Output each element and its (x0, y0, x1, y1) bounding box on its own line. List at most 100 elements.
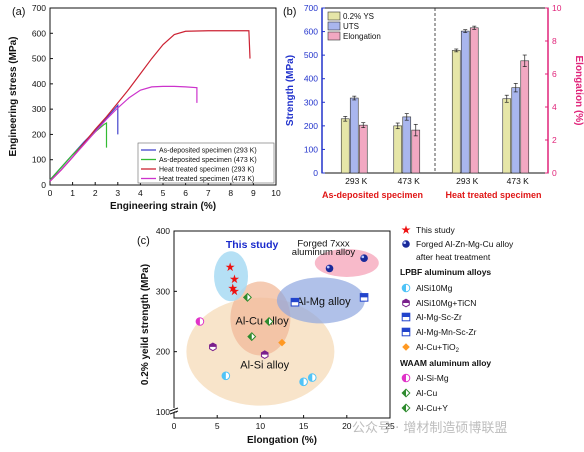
legend-a (137, 142, 275, 184)
circle-half (402, 284, 406, 292)
marker-half-circle (299, 377, 308, 387)
bar (511, 87, 521, 174)
bar (520, 60, 530, 174)
panel-label-c: (c) (137, 235, 150, 247)
marker-star (228, 283, 238, 293)
y2-tick-label: 0 (552, 168, 557, 178)
legend-entry: Al-Cu+Y (416, 403, 448, 413)
legend-entry: after heat treatment (416, 252, 491, 262)
region-al-cu (230, 281, 291, 356)
region-label: Al-Cu alloy (236, 316, 290, 328)
y-tick-label: 0 (313, 168, 318, 178)
x-tick-label: 5 (161, 188, 166, 198)
legend-entry: UTS (343, 22, 359, 31)
legend-entry: This study (416, 225, 455, 235)
y-tick-label: 500 (304, 50, 318, 60)
marker-half-diamond (401, 403, 411, 413)
region-label: Al-Si alloy (240, 360, 289, 372)
marker-star (229, 274, 240, 284)
y-tick-label: 300 (32, 104, 46, 114)
marker-ball (325, 264, 334, 273)
y-tick-label: 700 (304, 3, 318, 13)
diamond-half (265, 317, 270, 326)
group-label: Heat treated specimen (445, 190, 541, 200)
x-tick-label: 5 (215, 421, 220, 431)
legend-swatch (327, 21, 341, 31)
x-axis-label: Engineering strain (%) (110, 201, 216, 212)
legend-swatch (327, 31, 341, 41)
region-al-mg (276, 277, 365, 324)
panel-label-a: (a) (12, 6, 25, 18)
group-label: As-deposited specimen (322, 190, 423, 200)
diamond-half (402, 404, 406, 412)
legend-entry: AlSi10Mg (416, 283, 453, 293)
x-tick-label: 10 (271, 188, 281, 198)
ball-marker (402, 240, 410, 248)
y-tick-label: 100 (156, 407, 170, 417)
x-tick-label: 7 (206, 188, 211, 198)
marker-star (229, 286, 240, 296)
y-tick-label: 300 (156, 286, 170, 296)
series-line (49, 85, 198, 182)
marker-half-circle (307, 373, 317, 382)
y2-tick-label: 10 (552, 3, 562, 13)
bar (460, 30, 470, 174)
marker-half-circle (195, 317, 205, 326)
y-tick-label: 400 (156, 226, 170, 236)
star-marker (228, 283, 238, 293)
marker-star (401, 225, 411, 234)
square-half (402, 313, 410, 317)
diamond-marker (278, 338, 286, 347)
y-tick-label: 200 (156, 347, 170, 357)
marker-half-square (359, 293, 369, 302)
x-tick-label: 15 (299, 421, 309, 431)
bar (349, 97, 359, 174)
circle-half (308, 373, 313, 382)
region-this-study (214, 251, 249, 302)
diamond-half (243, 293, 248, 302)
marker-half-circle (401, 373, 411, 383)
bar (411, 129, 421, 174)
circle-half (402, 374, 406, 382)
bar (469, 27, 479, 174)
legend-entry: As-deposited specimen (293 K) (159, 148, 257, 155)
marker-star (225, 262, 235, 272)
square-half (402, 328, 410, 332)
legend-entry: Al-Mg-Mn-Sc-Zr (416, 327, 477, 337)
y2-tick-label: 6 (552, 69, 557, 79)
marker-hexagon (260, 350, 269, 360)
y-tick-label: 100 (32, 155, 46, 165)
legend-entry: Al-Cu+TiO2 (416, 342, 460, 354)
watermark: 公众号 · 增材制造硕博联盟 (352, 421, 508, 436)
x-tick-label: 10 (256, 421, 266, 431)
legend-swatch (327, 11, 341, 21)
marker-half-circle (401, 283, 411, 293)
diamond-marker (402, 343, 410, 351)
axis-break-gap (170, 408, 178, 413)
region-label: This study (226, 239, 279, 251)
ball-marker (325, 264, 334, 273)
y-tick-label: 600 (304, 27, 318, 37)
bar (393, 125, 403, 174)
diamond-half (247, 332, 252, 341)
star-marker (225, 262, 235, 272)
y2-tick-label: 8 (552, 36, 557, 46)
marker-half-circle (221, 371, 231, 381)
y-axis-label: 0.2% yeild strength (MPa) (140, 264, 151, 385)
circle-half (222, 372, 226, 380)
square-half (360, 293, 368, 298)
marker-diamond (402, 343, 410, 351)
hexagon-half (209, 343, 217, 347)
x-tick-label: 6 (183, 188, 188, 198)
marker-half-square (401, 312, 411, 322)
square-half (291, 298, 299, 303)
y-tick-label: 700 (32, 3, 46, 13)
bar (502, 98, 512, 174)
legend-entry: Al-Si-Mg (416, 373, 449, 383)
y-tick-label: 0 (41, 180, 46, 190)
x-tick-label: 3 (115, 188, 120, 198)
bar (402, 116, 412, 174)
marker-half-square (290, 297, 300, 307)
bar (340, 118, 350, 174)
